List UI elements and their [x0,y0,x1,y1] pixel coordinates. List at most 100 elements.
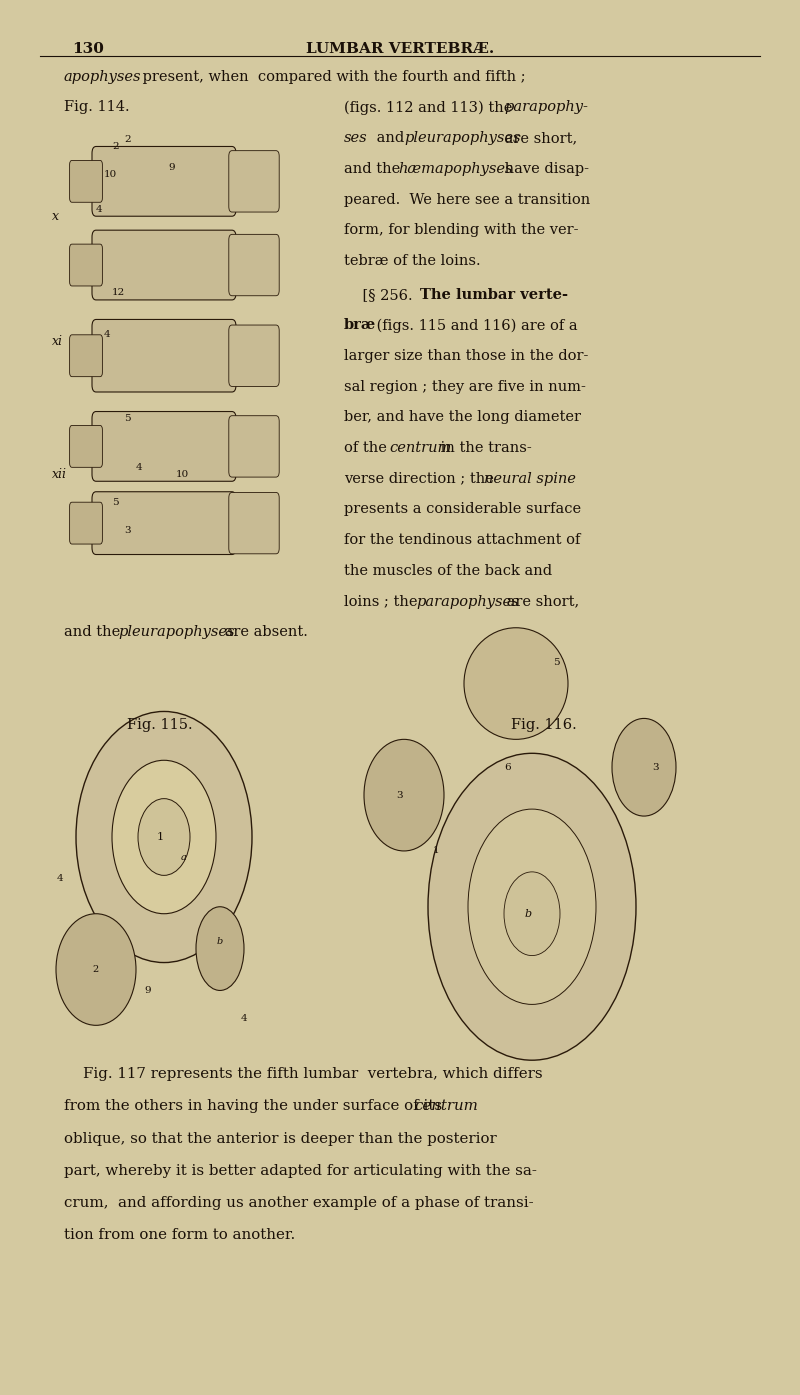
Text: 9: 9 [145,986,151,995]
Ellipse shape [138,798,190,876]
Ellipse shape [56,914,136,1025]
Text: 6: 6 [505,763,511,771]
FancyBboxPatch shape [70,244,102,286]
Ellipse shape [428,753,636,1060]
Text: 5: 5 [112,498,118,506]
Text: oblique, so that the anterior is deeper than the posterior: oblique, so that the anterior is deeper … [64,1131,497,1145]
Text: 4: 4 [241,1014,247,1023]
FancyBboxPatch shape [70,425,102,467]
Text: 1: 1 [433,847,439,855]
Text: 9: 9 [168,163,174,172]
FancyBboxPatch shape [229,492,279,554]
Text: are short,: are short, [502,594,579,608]
Ellipse shape [196,907,244,990]
Text: b: b [217,937,223,946]
Text: 5: 5 [553,658,559,667]
Text: are short,: are short, [500,131,578,145]
Text: (figs. 115 and 116) are of a: (figs. 115 and 116) are of a [372,318,578,333]
Text: hæmapophyses: hæmapophyses [398,162,513,176]
FancyBboxPatch shape [92,412,236,481]
Ellipse shape [112,760,216,914]
Text: (figs. 112 and 113) the: (figs. 112 and 113) the [344,100,517,114]
Text: 2: 2 [93,965,99,974]
Text: a: a [181,854,187,862]
Text: peared.  We here see a transition: peared. We here see a transition [344,193,590,206]
FancyBboxPatch shape [229,151,279,212]
Text: Fig. 117 represents the fifth lumbar  vertebra, which differs: Fig. 117 represents the fifth lumbar ver… [64,1067,542,1081]
Text: Fig. 114.: Fig. 114. [64,100,130,114]
Ellipse shape [364,739,444,851]
Text: 3: 3 [124,526,130,534]
Text: b: b [525,908,531,919]
Text: [§ 256.: [§ 256. [344,287,422,301]
Text: 2: 2 [124,135,130,144]
Text: Fig. 115.: Fig. 115. [127,718,193,732]
Text: sal region ; they are five in num-: sal region ; they are five in num- [344,379,586,393]
Text: from the others in having the under surface of its: from the others in having the under surf… [64,1099,447,1113]
Text: presents a considerable surface: presents a considerable surface [344,502,581,516]
Text: 2: 2 [112,142,118,151]
Text: the muscles of the back and: the muscles of the back and [344,564,552,578]
Text: and: and [372,131,409,145]
FancyBboxPatch shape [70,335,102,377]
Text: 12: 12 [112,289,126,297]
Ellipse shape [612,718,676,816]
Text: tion from one form to another.: tion from one form to another. [64,1229,295,1243]
Text: bræ: bræ [344,318,376,332]
Ellipse shape [504,872,560,956]
Text: present, when  compared with the fourth and fifth ;: present, when compared with the fourth a… [138,70,526,84]
Text: 10: 10 [176,470,190,478]
Text: 5: 5 [124,414,130,423]
Text: 3: 3 [653,763,659,771]
FancyBboxPatch shape [70,160,102,202]
Text: x: x [52,209,59,223]
Text: 10: 10 [104,170,118,179]
Text: neural spine: neural spine [484,472,576,485]
Text: apophyses: apophyses [64,70,142,84]
Text: tebræ of the loins.: tebræ of the loins. [344,254,481,268]
FancyBboxPatch shape [92,319,236,392]
Text: form, for blending with the ver-: form, for blending with the ver- [344,223,578,237]
FancyBboxPatch shape [229,325,279,386]
FancyBboxPatch shape [24,670,328,1200]
Text: 130: 130 [72,42,104,56]
Ellipse shape [468,809,596,1004]
Ellipse shape [464,628,568,739]
Text: have disap-: have disap- [500,162,589,176]
Text: larger size than those in the dor-: larger size than those in the dor- [344,349,588,363]
Text: of the: of the [344,441,391,455]
Text: 4: 4 [57,875,63,883]
Text: centrum: centrum [414,1099,478,1113]
FancyBboxPatch shape [92,230,236,300]
FancyBboxPatch shape [70,502,102,544]
Text: and the: and the [344,162,405,176]
Text: 4: 4 [96,205,102,213]
Text: part, whereby it is better adapted for articulating with the sa-: part, whereby it is better adapted for a… [64,1163,537,1177]
FancyBboxPatch shape [229,234,279,296]
FancyBboxPatch shape [229,416,279,477]
Text: 1: 1 [157,831,163,843]
Text: xii: xii [52,467,67,481]
FancyBboxPatch shape [92,491,236,554]
Text: xi: xi [52,335,63,349]
Text: centrum: centrum [390,441,452,455]
Text: 4: 4 [104,331,110,339]
Text: are absent.: are absent. [220,625,308,639]
Text: crum,  and affording us another example of a phase of transi-: crum, and affording us another example o… [64,1196,534,1209]
Text: loins ; the: loins ; the [344,594,422,608]
Ellipse shape [76,711,252,963]
Text: parapophyses: parapophyses [416,594,518,608]
Text: The lumbar verte-: The lumbar verte- [420,287,568,301]
Text: pleurapophyses: pleurapophyses [404,131,521,145]
Text: parapophy-: parapophy- [504,100,588,114]
Text: 3: 3 [397,791,403,799]
Text: 4: 4 [136,463,142,472]
Text: ber, and have the long diameter: ber, and have the long diameter [344,410,581,424]
Text: LUMBAR VERTEBRÆ.: LUMBAR VERTEBRÆ. [306,42,494,56]
Text: for the tendinous attachment of: for the tendinous attachment of [344,533,580,547]
Text: in the trans-: in the trans- [436,441,532,455]
Text: and the: and the [64,625,125,639]
Text: Fig. 116.: Fig. 116. [511,718,577,732]
Text: pleurapophyses: pleurapophyses [118,625,235,639]
Text: ses: ses [344,131,368,145]
